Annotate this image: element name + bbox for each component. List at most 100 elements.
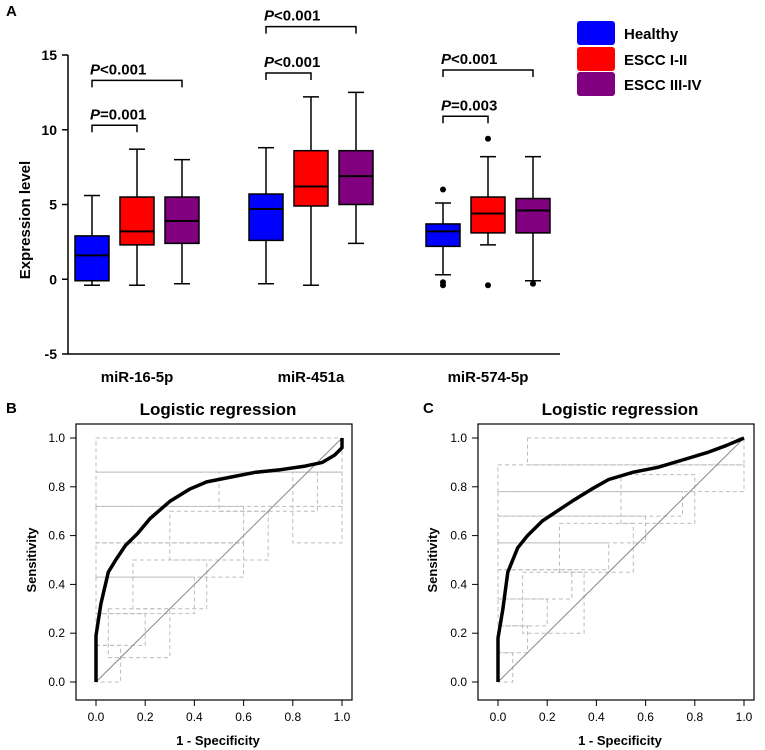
- y-tick-label: 0.6: [48, 529, 65, 543]
- y-tick-label: 0.2: [450, 626, 467, 640]
- y-tick-label: -5: [45, 346, 58, 362]
- outlier-point: [440, 279, 446, 286]
- ci-grid-cell: [292, 471, 343, 544]
- p-value-label: P<0.001: [441, 51, 497, 68]
- significance-bracket: P=0.003: [441, 97, 497, 124]
- y-tick-label: 0: [49, 271, 57, 287]
- x-tick-label: 0.2: [539, 710, 556, 724]
- x-tick-label: 0.8: [686, 710, 703, 724]
- box-miR-574-5p-escc-iii-iv: [515, 155, 551, 287]
- ci-grid-cell: [107, 608, 171, 659]
- significance-annotations: P=0.001 P<0.001 P<0.001 P<0.001 P=0.003 P<0.0…: [90, 8, 534, 133]
- x-tick-label: 1.0: [334, 710, 351, 724]
- ci-grid-cell: [497, 515, 647, 544]
- ci-grid-cell: [527, 437, 745, 466]
- y-tick-label: 0.0: [450, 675, 467, 689]
- outlier-point: [485, 135, 491, 142]
- y-ticks: -5 0 5 10 15: [41, 47, 68, 362]
- legend-label-escc-i-ii: ESCC I-II: [624, 52, 687, 69]
- p-value-label: P<0.001: [264, 54, 320, 71]
- ci-grid-cell: [497, 652, 514, 683]
- box-miR-16-5p-healthy: [74, 194, 110, 286]
- y-tick-label: 5: [49, 197, 57, 213]
- p-value-label: P<0.001: [264, 8, 320, 25]
- x-tick-label: 0.0: [88, 710, 105, 724]
- ci-grid-cell: [95, 505, 245, 544]
- legend-label-escc-iii-iv: ESCC III-IV: [624, 77, 702, 94]
- x-tick-label: 0.4: [186, 710, 203, 724]
- ci-grid-cell: [95, 613, 146, 646]
- x-tick-label: 0.0: [490, 710, 507, 724]
- significance-bracket: P<0.001: [441, 51, 534, 77]
- p-value-label: P=0.001: [90, 106, 146, 123]
- category-label: miR-16-5p: [101, 369, 174, 386]
- panel-a-boxplot: A Expression level -5 0 5 10 15 P=0.001 P<0.0…: [6, 3, 702, 386]
- box-miR-574-5p-healthy: [425, 186, 461, 289]
- chart-title: Logistic regression: [140, 400, 297, 419]
- y-tick-label: 1.0: [48, 431, 65, 445]
- ci-grid: [95, 437, 343, 683]
- box-miR-574-5p-escc-i-ii: [470, 135, 506, 289]
- legend: Healthy ESCC I-II ESCC III-IV: [577, 21, 702, 96]
- bracket-line: [442, 115, 489, 124]
- plot-frame: [75, 423, 353, 701]
- panel-b-roc: B Logistic regression Sensitivity 1 - Sp…: [6, 400, 353, 748]
- y-tick-label: 15: [41, 47, 57, 63]
- ci-grid-cell: [95, 576, 195, 615]
- box-miR-16-5p-escc-i-ii: [119, 148, 155, 286]
- box-body: [293, 149, 329, 207]
- box-body: [515, 197, 551, 234]
- plot-area: 0.0 0.0 0.2 0.2 0.4 0.4 0.6 0.6 0.8 0.8 1.0 1.0: [48, 423, 353, 724]
- outlier-point: [530, 280, 536, 287]
- plot-area: 0.0 0.0 0.2 0.2 0.4 0.4 0.6 0.6 0.8 0.8 1.0 1.0: [450, 423, 755, 724]
- x-tick-label: 0.4: [588, 710, 605, 724]
- y-axis-label: Sensitivity: [24, 527, 39, 593]
- boxes: [74, 91, 551, 289]
- box-body: [74, 235, 110, 282]
- box-body: [119, 196, 155, 246]
- x-axis-label: 1 - Specificity: [176, 733, 261, 748]
- bracket-line: [442, 69, 534, 77]
- ci-grid-cell: [169, 510, 269, 561]
- outlier-point: [440, 186, 446, 193]
- significance-bracket: P=0.001: [90, 106, 146, 133]
- box-body: [425, 223, 461, 248]
- bracket-line: [265, 25, 357, 34]
- ci-grid-cell: [95, 644, 122, 683]
- y-tick-label: 0.4: [48, 577, 65, 591]
- x-tick-label: 0.8: [284, 710, 301, 724]
- bracket-line: [91, 124, 138, 133]
- ci-grid-cell: [559, 522, 634, 573]
- y-tick-label: 1.0: [450, 431, 467, 445]
- y-tick-label: 10: [41, 122, 57, 138]
- box-miR-451a-escc-iii-iv: [338, 91, 374, 245]
- outlier-point: [485, 282, 491, 289]
- box-body: [338, 149, 374, 206]
- box-miR-16-5p-escc-iii-iv: [164, 158, 200, 285]
- x-tick-label: 1.0: [736, 710, 753, 724]
- diagonal-reference-line: [497, 437, 745, 683]
- legend-swatch-healthy: [577, 21, 615, 45]
- panel-label-b: B: [6, 400, 17, 417]
- x-tick-label: 0.6: [637, 710, 654, 724]
- y-tick-label: 0.0: [48, 675, 65, 689]
- legend-label-healthy: Healthy: [624, 26, 679, 43]
- legend-swatch-escc-i-ii: [577, 47, 615, 71]
- p-value-label: P=0.003: [441, 97, 497, 114]
- significance-bracket: P<0.001: [264, 8, 357, 34]
- y-tick-label: 0.8: [48, 480, 65, 494]
- y-tick-label: 0.4: [450, 577, 467, 591]
- y-tick-label: 0.2: [48, 626, 65, 640]
- category-label: miR-451a: [278, 369, 345, 386]
- p-value-label: P<0.001: [90, 61, 146, 78]
- y-axis-label: Sensitivity: [425, 527, 440, 593]
- y-tick-label: 0.6: [450, 529, 467, 543]
- ci-grid-cell: [132, 559, 208, 610]
- significance-bracket: P<0.001: [264, 54, 320, 80]
- roc-curve: [94, 438, 344, 682]
- ci-grid-cell: [497, 625, 529, 654]
- roc-curve: [496, 436, 745, 682]
- box-miR-451a-escc-i-ii: [293, 96, 329, 286]
- plot-frame: [477, 423, 755, 701]
